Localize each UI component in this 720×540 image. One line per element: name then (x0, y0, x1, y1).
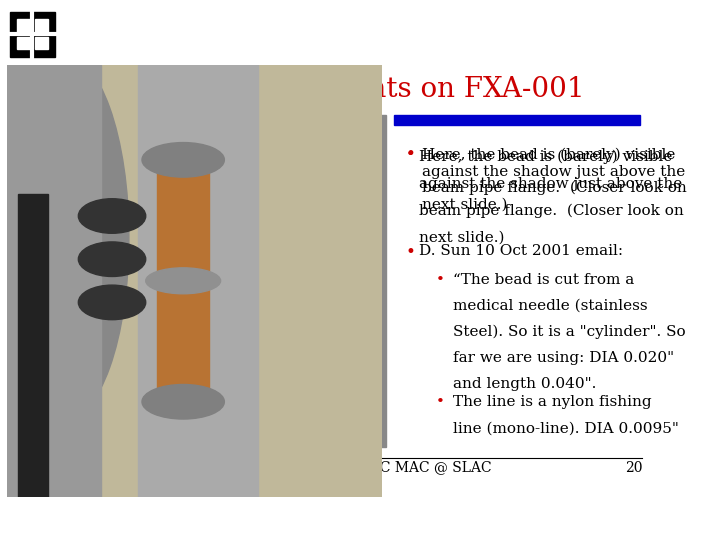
Text: Here, the bead is (barely) visible against the shadow just above the beam pipe f: Here, the bead is (barely) visible again… (422, 148, 687, 212)
Text: far we are using: DIA 0.020": far we are using: DIA 0.020" (453, 352, 674, 365)
Bar (17, 19, 30, 32)
Bar (394, 114, 639, 125)
Text: next slide.): next slide.) (419, 231, 505, 245)
Ellipse shape (142, 384, 225, 419)
Ellipse shape (145, 268, 220, 294)
Text: The line is a nylon fishing: The line is a nylon fishing (453, 395, 652, 409)
Bar (35, 19, 48, 32)
Text: •: • (405, 146, 415, 163)
Ellipse shape (0, 54, 129, 421)
Text: beam pipe flange.  (Closer look on: beam pipe flange. (Closer look on (419, 204, 684, 219)
Text: 20: 20 (625, 461, 642, 475)
Text: •: • (405, 244, 415, 261)
Text: October 25, 2001: October 25, 2001 (96, 461, 218, 475)
Text: •: • (436, 395, 445, 409)
Text: and length 0.040".: and length 0.040". (453, 377, 596, 392)
Bar (157, 173, 210, 410)
Text: D. Sun 10 Oct 2001 email:: D. Sun 10 Oct 2001 email: (419, 244, 624, 258)
Text: “The bead is cut from a: “The bead is cut from a (453, 273, 634, 287)
Text: line (mono-line). DIA 0.0095": line (mono-line). DIA 0.0095" (453, 422, 678, 436)
Bar (7, 65, 101, 497)
Text: against the shadow just above the: against the shadow just above the (419, 177, 683, 191)
Bar (19, 194, 48, 497)
Text: Here, the bead is (barely) visible: Here, the bead is (barely) visible (419, 150, 672, 164)
Text: David Finley to NLC MAC @ SLAC: David Finley to NLC MAC @ SLAC (247, 461, 491, 475)
Bar (96, 114, 386, 447)
Ellipse shape (78, 242, 145, 276)
Bar (17, 37, 30, 49)
Bar (138, 65, 258, 497)
Ellipse shape (78, 199, 145, 233)
Text: Steel). So it is a "cylinder". So: Steel). So it is a "cylinder". So (453, 325, 685, 340)
Text: RF Measurements on FXA-001: RF Measurements on FXA-001 (153, 76, 585, 103)
Bar (35, 37, 48, 49)
Text: •: • (436, 273, 445, 287)
Text: •: • (405, 148, 414, 162)
Ellipse shape (142, 143, 225, 177)
Text: medical needle (stainless: medical needle (stainless (453, 299, 647, 313)
Ellipse shape (78, 285, 145, 320)
